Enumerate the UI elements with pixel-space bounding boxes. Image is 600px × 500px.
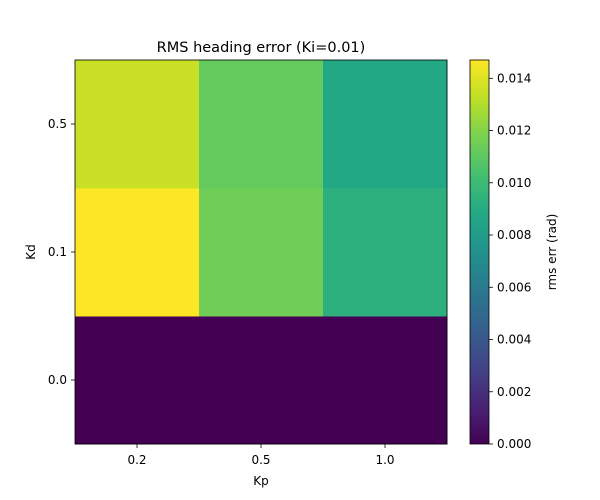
y-axis: 0.0 0.1 0.5 [48,117,75,387]
colorbar-tick-label: 0.008 [497,228,531,242]
chart-title: RMS heading error (Ki=0.01) [157,40,366,56]
colorbar-tick-label: 0.012 [497,124,531,138]
colorbar-axis: 0.000 0.002 0.004 0.006 0.008 0.010 0.012 0.014 [489,71,531,451]
heatmap-cell [199,60,324,189]
heatmap-cell [75,316,200,445]
y-axis-label: Kd [24,244,38,260]
colorbar-tick-label: 0.004 [497,333,531,347]
x-tick-label: 0.5 [251,453,270,467]
colorbar-tick-label: 0.000 [497,437,531,451]
colorbar-tick-label: 0.014 [497,71,531,85]
heatmap-cell [199,316,324,445]
y-tick-label: 0.5 [48,117,67,131]
heatmap-cell [75,188,200,317]
heatmap-cell [323,188,448,317]
heatmap-cell [323,316,448,445]
y-tick-label: 0.0 [48,373,67,387]
x-axis: 0.2 0.5 1.0 [127,444,395,467]
colorbar [470,60,489,444]
y-tick-label: 0.1 [48,245,67,259]
heatmap-cell [323,60,448,189]
x-tick-label: 1.0 [375,453,394,467]
colorbar-label: rms err (rad) [545,214,559,291]
heatmap-cells [75,60,448,445]
colorbar-frame [469,59,490,445]
heatmap-cell [75,60,200,189]
colorbar-tick-label: 0.006 [497,280,531,294]
colorbar-tick-label: 0.010 [497,176,531,190]
colorbar-tick-label: 0.002 [497,385,531,399]
x-axis-label: Kp [253,474,269,488]
heatmap-cell [199,188,324,317]
x-tick-label: 0.2 [127,453,146,467]
